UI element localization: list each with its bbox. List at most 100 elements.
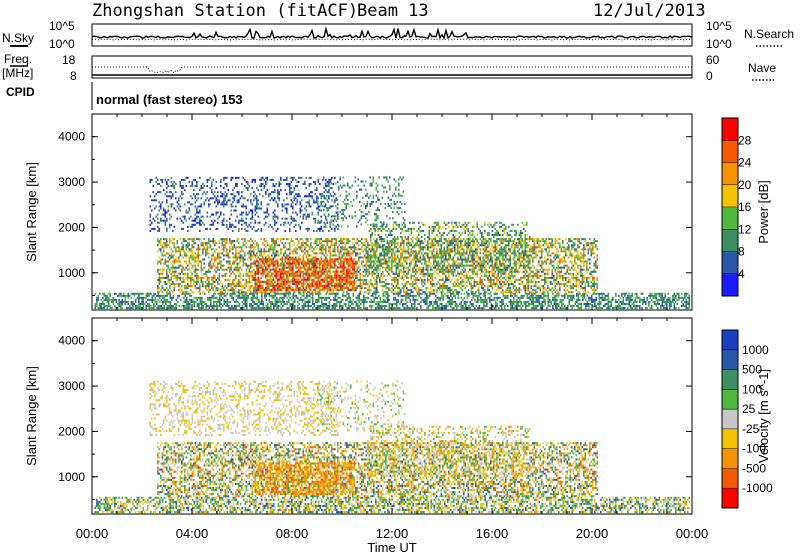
power-cell: [170, 272, 173, 275]
power-cell: [298, 246, 300, 249]
power-cell: [230, 178, 233, 181]
power-cell: [172, 185, 174, 188]
power-cell: [169, 217, 171, 220]
power-cell: [202, 182, 204, 186]
power-cell: [346, 291, 348, 294]
power-cell: [155, 215, 158, 218]
power-cell: [182, 266, 185, 269]
power-cell: [537, 294, 539, 297]
power-cell: [161, 268, 164, 271]
power-cell: [191, 246, 194, 249]
power-cell: [205, 274, 207, 277]
power-cell: [190, 298, 193, 301]
power-cell: [427, 305, 430, 308]
power-cell: [151, 227, 153, 230]
power-cell: [324, 298, 326, 301]
power-cell: [347, 240, 350, 243]
power-cell: [615, 294, 617, 297]
power-cell: [400, 298, 403, 301]
power-cell: [218, 274, 221, 277]
power-cell: [275, 201, 278, 204]
power-cell: [305, 205, 308, 208]
power-cell: [206, 289, 209, 292]
power-cell: [552, 298, 554, 301]
power-cell: [172, 291, 174, 294]
power-cell: [517, 302, 520, 306]
power-cell: [188, 207, 191, 210]
power-cell: [244, 252, 246, 255]
power-cell: [310, 205, 312, 208]
power-cell: [250, 252, 252, 255]
power-cell: [259, 178, 261, 181]
power-cell: [337, 215, 339, 218]
power-cell: [220, 262, 222, 265]
power-cell: [412, 294, 415, 297]
power-cell: [529, 294, 532, 297]
power-cell: [185, 287, 188, 290]
power-cell: [221, 283, 224, 286]
power-cell: [612, 307, 614, 310]
power-cell: [203, 242, 206, 245]
power-cell: [275, 258, 278, 261]
power-cell: [102, 292, 104, 295]
power-cell: [271, 246, 273, 249]
power-cell: [338, 244, 341, 247]
power-cell: [370, 307, 373, 310]
power-cell: [164, 258, 167, 261]
power-cell: [166, 300, 169, 303]
power-cell: [373, 300, 376, 303]
power-cell: [411, 294, 413, 297]
power-cell: [369, 305, 371, 308]
power-cell: [248, 254, 251, 257]
power-cell: [281, 205, 284, 208]
power-cell: [586, 305, 589, 308]
power-cell: [263, 187, 266, 190]
power-cell: [217, 191, 219, 194]
power-cell: [277, 195, 279, 198]
power-cell: [172, 203, 174, 206]
power-cell: [322, 296, 325, 299]
power-cell: [382, 240, 384, 243]
power-cell: [657, 307, 659, 310]
power-cell: [307, 252, 309, 255]
power-cell: [513, 302, 515, 306]
power-cell: [357, 298, 359, 301]
power-cell: [199, 217, 201, 220]
power-cell: [188, 248, 191, 251]
power-cell: [326, 180, 329, 183]
power-cell: [360, 298, 362, 301]
power-cell: [346, 298, 349, 301]
power-cell: [179, 278, 182, 281]
power-cell: [191, 225, 194, 228]
power-cell: [660, 298, 662, 301]
power-cell: [242, 287, 245, 290]
power-cell: [223, 213, 225, 216]
power-cell: [365, 256, 368, 259]
power-cell: [219, 296, 221, 299]
power-cell: [212, 178, 215, 181]
power-cell: [283, 300, 286, 303]
power-cell: [202, 300, 205, 303]
power-cell: [543, 305, 545, 308]
power-cell: [164, 276, 167, 279]
power-cell: [380, 238, 383, 241]
power-cell: [303, 292, 305, 295]
power-cell: [510, 294, 512, 297]
power-cell: [302, 217, 305, 220]
power-cell: [406, 276, 408, 279]
power-cell: [256, 289, 258, 292]
power-cell: [229, 262, 231, 265]
power-cell: [158, 221, 161, 224]
power-cell: [499, 300, 502, 303]
power-cell: [364, 256, 366, 259]
power-cell: [394, 244, 396, 247]
power-cell: [386, 283, 389, 286]
power-cell: [310, 305, 313, 308]
power-cell: [299, 254, 302, 257]
power-cell: [262, 176, 264, 179]
power-cell: [387, 298, 389, 301]
power-cell: [392, 272, 395, 275]
power-cell: [358, 300, 361, 303]
power-cell: [362, 242, 365, 245]
power-cell: [221, 219, 224, 222]
